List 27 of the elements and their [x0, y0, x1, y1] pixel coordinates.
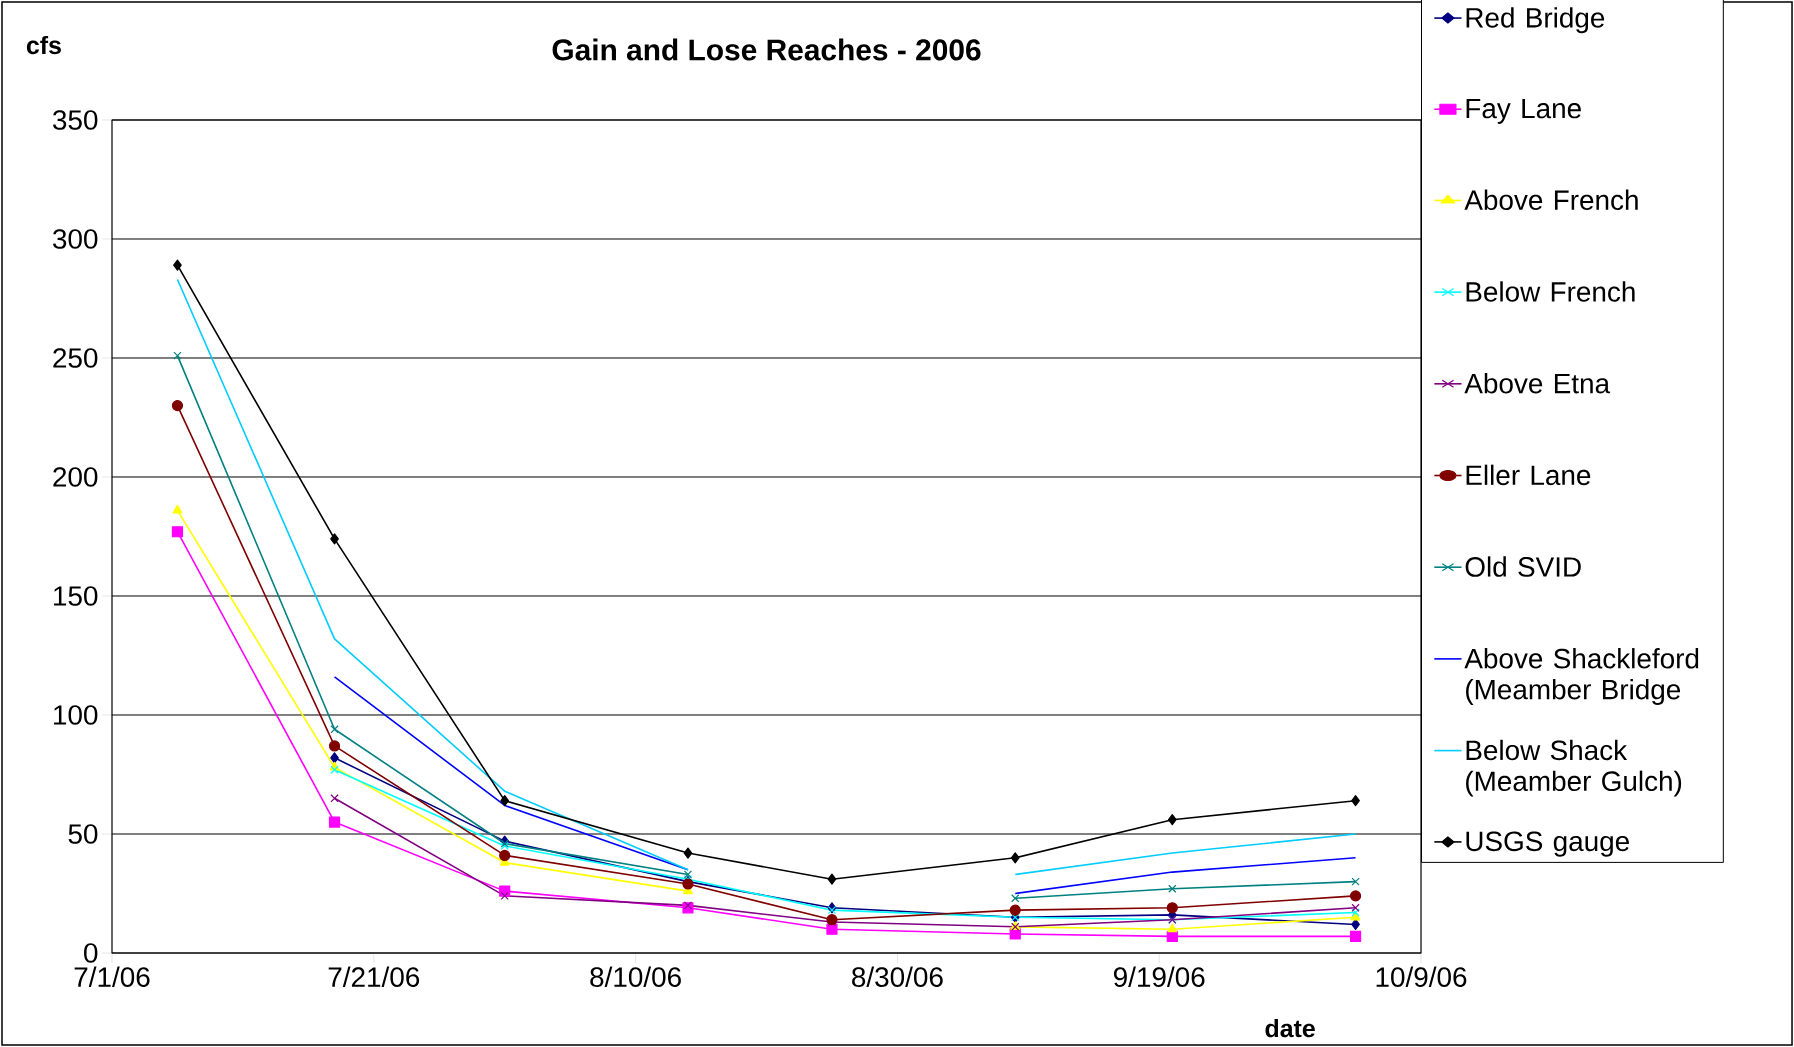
legend-label: Below Shack (Meamber Gulch): [1466, 739, 1682, 797]
y-tick-label: 250: [53, 348, 98, 368]
x-axis-title: date: [1265, 1018, 1315, 1038]
y-tick-label: 150: [54, 586, 98, 606]
x-tick-label: 7/1/06: [74, 966, 150, 987]
legend-label: USGS gauge: [1466, 831, 1629, 857]
legend-label: Below French: [1466, 281, 1635, 302]
legend-label: Above Etna: [1464, 372, 1611, 394]
x-tick-label: 8/30/06: [852, 966, 943, 987]
legend-label: Eller Lane: [1466, 464, 1591, 486]
legend-label: Red Bridge: [1466, 7, 1605, 34]
y-tick-label: 350: [53, 110, 98, 130]
y-tick-label: 300: [53, 229, 98, 249]
legend-label: Above French: [1464, 189, 1638, 211]
x-tick-label: 7/21/06: [328, 966, 420, 987]
y-tick-label: 200: [53, 467, 98, 487]
x-tick-label: 10/9/06: [1376, 966, 1467, 987]
x-tick-label: 8/10/06: [590, 966, 681, 987]
legend-label: Above Shackleford (Meamber Bridge: [1464, 648, 1699, 705]
chart-title: Gain and Lose Reaches - 2006: [552, 38, 981, 61]
y-tick-label: 50: [68, 824, 98, 844]
x-tick-label: 9/19/06: [1113, 966, 1205, 987]
legend-label: Old SVID: [1465, 556, 1581, 577]
y-tick-label: 100: [54, 705, 98, 725]
legend-label: Fay Lane: [1466, 98, 1581, 124]
y-tick-label: 0: [84, 943, 98, 963]
y-axis-title: cfs: [26, 35, 61, 55]
